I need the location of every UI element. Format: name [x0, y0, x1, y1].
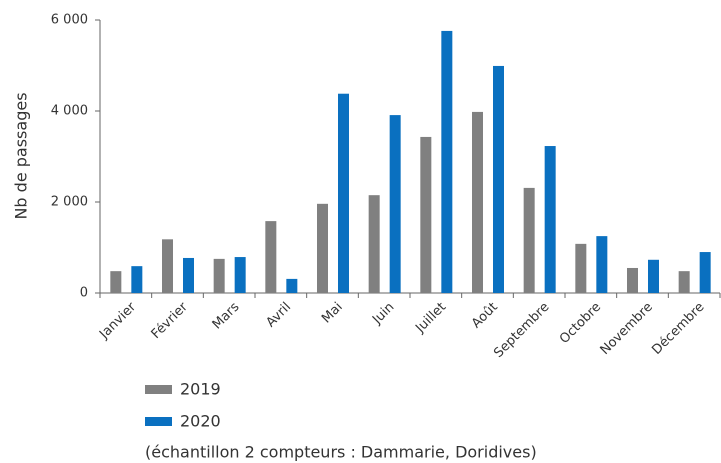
- legend-swatch: [145, 417, 172, 426]
- x-tick-label: Mars: [210, 300, 243, 333]
- bar: [131, 266, 143, 293]
- bar: [420, 136, 432, 293]
- note: (échantillon 2 compteurs : Dammarie, Dor…: [145, 443, 537, 462]
- bar: [183, 257, 194, 293]
- bar: [265, 221, 277, 293]
- bar: [441, 30, 453, 293]
- bar: [648, 259, 659, 293]
- x-tick-label: Août: [469, 300, 501, 332]
- y-tick-label: 4 000: [51, 104, 88, 119]
- bar: [234, 257, 246, 293]
- legend-label: 2020: [180, 412, 221, 431]
- bar: [317, 203, 328, 293]
- y-axis-label: Nb de passages: [12, 92, 31, 219]
- bar: [472, 111, 483, 293]
- y-tick-label: 2 000: [51, 195, 88, 210]
- bar: [678, 271, 690, 293]
- x-tick-label: Avril: [263, 300, 294, 331]
- legend-swatch: [145, 385, 172, 394]
- x-tick-label: Février: [149, 299, 192, 342]
- bar: [338, 93, 349, 294]
- bar: [389, 115, 401, 293]
- x-tick-label: Juin: [369, 300, 397, 328]
- bar: [213, 258, 225, 293]
- x-tick-label: Mai: [319, 300, 346, 327]
- bar: [110, 271, 122, 293]
- bar: [162, 239, 173, 293]
- y-tick-label: 0: [80, 286, 88, 301]
- x-tick-label: Juillet: [412, 300, 449, 337]
- y-tick-label: 6 000: [51, 13, 88, 28]
- x-tick-label: Septembre: [491, 300, 552, 361]
- x-tick-label: Janvier: [96, 299, 139, 342]
- x-tick-label: Décembre: [649, 300, 707, 358]
- bar: [699, 252, 711, 293]
- bar: [575, 243, 587, 293]
- bar: [493, 65, 504, 293]
- x-tick-label: Octobre: [557, 300, 604, 347]
- bar: [368, 195, 380, 293]
- bar: [286, 278, 298, 293]
- bar: [596, 236, 608, 293]
- x-tick-label: Novembre: [598, 300, 656, 358]
- bar: [523, 187, 535, 293]
- bar: [544, 146, 556, 293]
- legend-label: 2019: [180, 380, 221, 399]
- bar: [627, 267, 638, 293]
